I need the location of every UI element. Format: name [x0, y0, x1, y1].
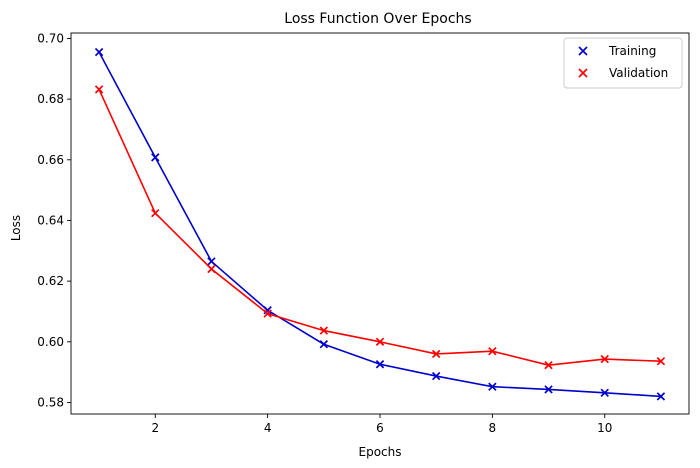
validation-data-point [656, 357, 666, 366]
validation-data-point [94, 85, 104, 94]
y-tick-label: 0.58 [37, 395, 64, 409]
validation-legend-label: Validation [609, 66, 668, 80]
training-legend-label: Training [608, 44, 656, 58]
training-data-point [375, 360, 385, 369]
y-tick-label: 0.64 [37, 213, 64, 227]
x-tick-label: 4 [264, 421, 272, 435]
validation-data-point [207, 264, 216, 274]
training-data-point [431, 371, 441, 381]
y-tick-label: 0.62 [37, 274, 64, 288]
validation-data-point [375, 337, 385, 347]
validation-data-point [488, 347, 497, 356]
training-data-point [151, 153, 160, 162]
x-tick-label: 8 [489, 421, 497, 435]
training-data-point [600, 388, 609, 397]
validation-data-point [151, 208, 160, 218]
y-tick-label: 0.66 [37, 153, 64, 167]
legend-box [563, 37, 683, 89]
validation-data-point [544, 360, 553, 370]
validation-series-line [98, 89, 661, 366]
y-tick-label: 0.60 [37, 335, 64, 349]
validation-data-point [600, 354, 609, 364]
validation-legend-marker [578, 68, 588, 78]
plot-frame [70, 32, 690, 415]
training-data-point [544, 385, 553, 394]
x-axis-label: Epochs [359, 445, 402, 459]
chart-title: Loss Function Over Epochs [284, 11, 471, 27]
training-data-point [319, 340, 329, 349]
y-tick-label: 0.68 [37, 92, 64, 106]
plot-area: 2 4 6 8 10 0.58 0.60 0.62 0.64 0.66 0.68 0.70 [37, 31, 690, 435]
validation-data-point [319, 326, 329, 335]
training-data-point [488, 382, 497, 391]
validation-data-point [431, 349, 441, 359]
x-tick-label: 6 [376, 421, 384, 435]
training-data-point [94, 47, 104, 57]
training-data-point [207, 257, 216, 266]
validation-data-point [263, 309, 272, 318]
y-tick-label: 0.70 [37, 31, 64, 45]
training-data-point [656, 392, 666, 401]
y-axis-label: Loss [9, 215, 23, 241]
training-legend-marker [578, 46, 588, 56]
x-tick-label: 2 [151, 421, 159, 435]
x-tick-label: 10 [597, 421, 612, 435]
training-series-line [98, 51, 661, 398]
legend: Training Validation [563, 37, 683, 89]
